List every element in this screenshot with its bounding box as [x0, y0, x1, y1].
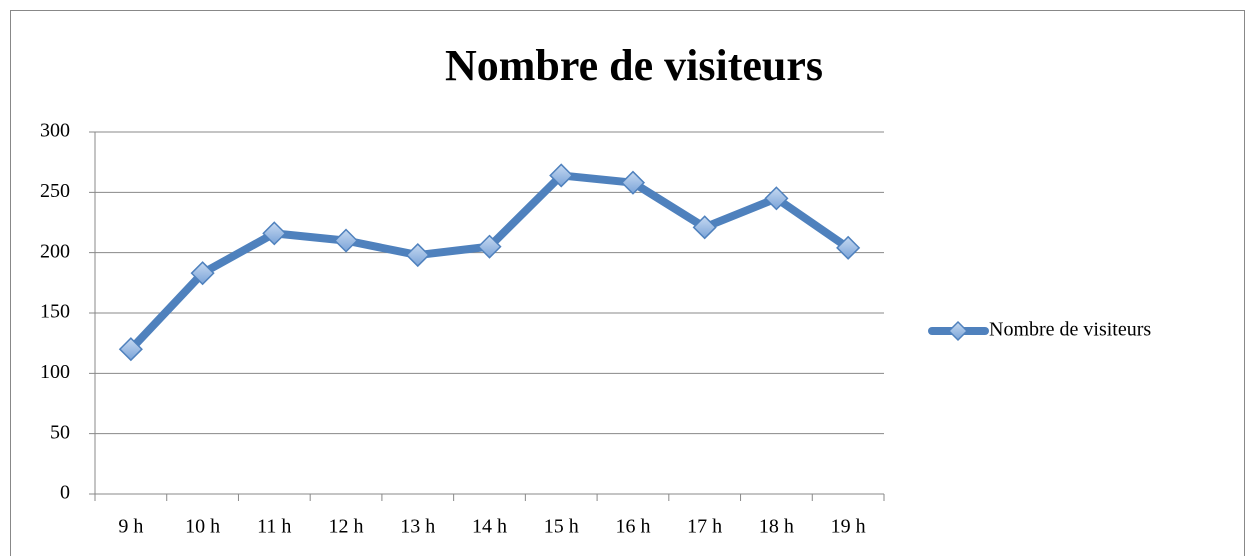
- y-tick-label: 100: [40, 361, 70, 383]
- x-tick-label: 9 h: [118, 516, 143, 538]
- marker: [477, 234, 502, 259]
- y-tick-label: 300: [40, 120, 70, 142]
- x-tick-label: 18 h: [759, 516, 794, 538]
- marker: [620, 170, 646, 195]
- legend-label: Nombre de visiteurs: [989, 319, 1151, 341]
- marker: [405, 243, 430, 268]
- x-tick-label: 13 h: [400, 516, 435, 538]
- x-tick-label: 16 h: [615, 516, 650, 538]
- marker: [836, 235, 861, 260]
- x-tick-label: 12 h: [329, 516, 364, 538]
- chart-title: Nombre de visiteurs: [445, 41, 823, 90]
- legend-marker: [947, 320, 969, 342]
- y-tick-label: 250: [40, 180, 70, 202]
- marker: [692, 215, 717, 240]
- x-tick-label: 11 h: [257, 516, 291, 538]
- marker: [190, 261, 215, 286]
- x-tick-label: 10 h: [185, 516, 220, 538]
- chart-frame: [10, 10, 1245, 556]
- y-tick-label: 0: [60, 482, 70, 504]
- y-tick-label: 50: [50, 421, 70, 443]
- y-tick-label: 150: [40, 301, 70, 323]
- marker: [333, 228, 359, 253]
- marker: [262, 221, 287, 246]
- marker: [764, 186, 789, 211]
- marker: [549, 163, 574, 188]
- x-tick-label: 19 h: [831, 516, 866, 538]
- x-tick-label: 15 h: [544, 516, 579, 538]
- y-tick-label: 200: [40, 240, 70, 262]
- x-tick-label: 14 h: [472, 516, 507, 538]
- x-tick-label: 17 h: [687, 516, 722, 538]
- marker: [118, 337, 143, 362]
